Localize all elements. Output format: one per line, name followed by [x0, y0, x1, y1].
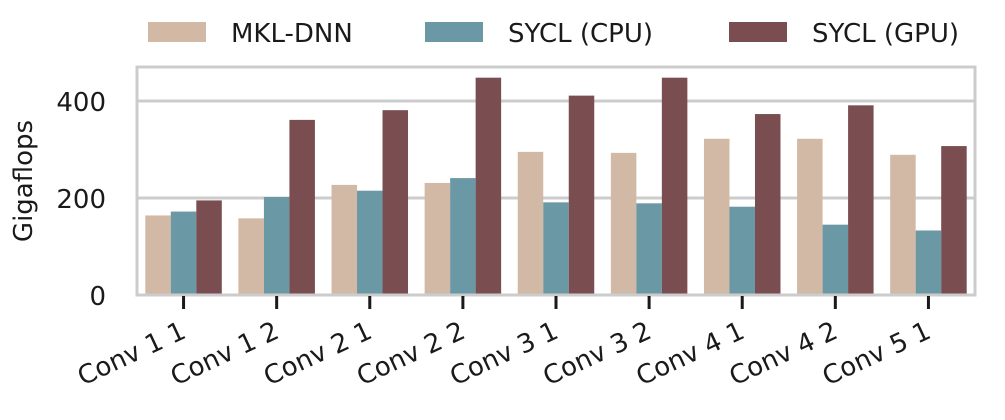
y-tick-label: 400 — [56, 88, 106, 118]
legend-label: MKL-DNN — [231, 19, 353, 49]
bars — [145, 77, 967, 296]
bar-mkl-dnn-conv-3-1 — [517, 151, 544, 295]
y-axis: 0 200 400 — [56, 88, 106, 312]
bar-sycl-gpu-conv-2-1 — [382, 110, 409, 295]
bar-sycl-gpu-conv-5-1 — [941, 146, 967, 295]
bar-mkl-dnn-conv-2-2 — [424, 182, 451, 295]
bar-sycl-gpu-conv-1-1 — [196, 200, 222, 295]
bar-sycl-gpu-conv-2-2 — [475, 77, 502, 296]
bar-sycl-cpu-conv-4-2 — [822, 224, 849, 295]
bar-mkl-dnn-conv-2-1 — [331, 184, 358, 295]
legend-swatch — [425, 22, 483, 42]
plot-frame — [135, 65, 977, 297]
bar-sycl-gpu-conv-4-1 — [754, 114, 781, 295]
bar-sycl-cpu-conv-2-2 — [450, 178, 476, 295]
legend-label: SYCL (GPU) — [812, 19, 959, 49]
bar-sycl-gpu-conv-3-2 — [661, 77, 688, 296]
bar-sycl-gpu-conv-3-1 — [568, 95, 595, 295]
bar-mkl-dnn-conv-1-1 — [145, 215, 171, 295]
bar-sycl-cpu-conv-3-2 — [636, 203, 662, 295]
bar-sycl-cpu-conv-5-1 — [915, 230, 942, 295]
bar-sycl-gpu-conv-4-2 — [848, 105, 874, 296]
bar-sycl-cpu-conv-4-1 — [729, 206, 755, 295]
legend: MKL-DNN SYCL (CPU) SYCL (GPU) — [148, 19, 959, 49]
y-tick-label: 200 — [56, 185, 106, 215]
legend-label: SYCL (CPU) — [508, 19, 653, 49]
bar-sycl-cpu-conv-1-1 — [170, 211, 197, 295]
bar-mkl-dnn-conv-4-1 — [703, 138, 730, 295]
bar-sycl-cpu-conv-1-2 — [263, 197, 290, 295]
bar-mkl-dnn-conv-5-1 — [890, 154, 916, 295]
bar-mkl-dnn-conv-3-2 — [610, 152, 637, 295]
bar-sycl-cpu-conv-3-1 — [543, 202, 569, 295]
bar-sycl-gpu-conv-1-2 — [289, 119, 315, 296]
bar-mkl-dnn-conv-1-2 — [238, 218, 264, 295]
y-tick-label: 0 — [89, 282, 106, 312]
bar-mkl-dnn-conv-4-2 — [797, 138, 823, 295]
y-axis-label: Gigaflops — [9, 120, 39, 242]
bar-sycl-cpu-conv-2-1 — [357, 190, 383, 295]
legend-swatch — [729, 22, 787, 42]
legend-swatch — [148, 22, 206, 42]
x-tick-label: Conv 5 1 — [818, 316, 935, 392]
